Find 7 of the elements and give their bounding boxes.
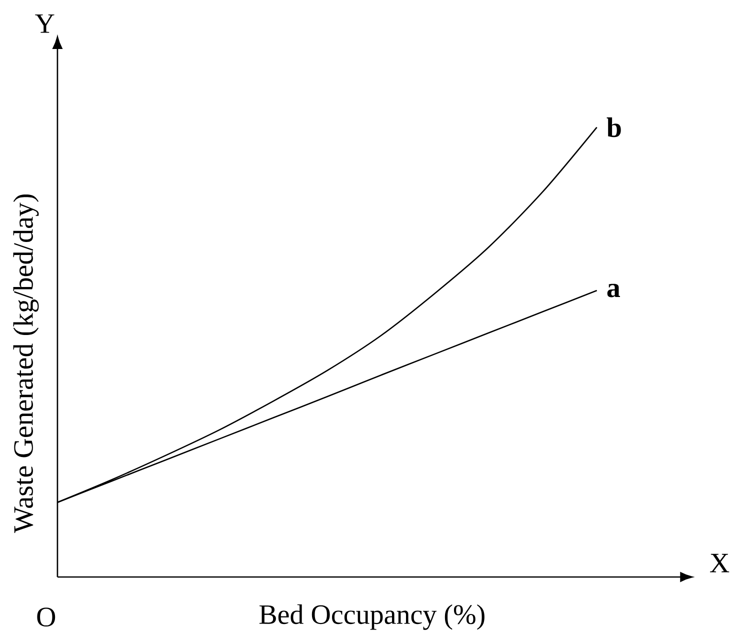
text: X [710,554,730,572]
series-label: a [607,284,620,298]
series-label: b [606,117,621,138]
x-axis-title: Bed Occupancy (%) [259,604,484,630]
text: O [37,608,56,627]
y-axis-title: Waste Generated (kg/bed/day) [13,194,39,534]
text: Y [35,14,54,33]
